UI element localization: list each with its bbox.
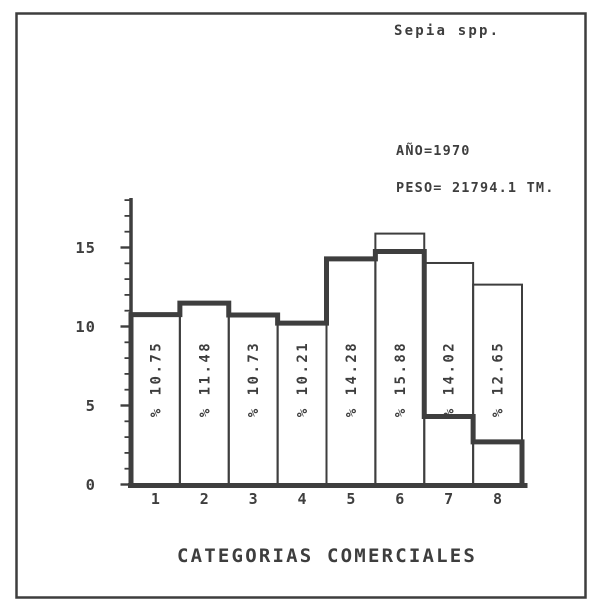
x-tick-label: 4 [298,490,307,508]
bar-percent-label: % 14.28 [344,341,360,418]
x-tick-label: 5 [346,490,355,508]
x-tick-label: 2 [200,490,209,508]
step-line [128,248,525,487]
year-annotation: AÑO=1970 [396,143,471,159]
bar-percent-label: % 10.21 [295,341,311,418]
y-tick-label: 15 [75,239,96,257]
bar-percent-label: % 15.88 [393,341,409,418]
y-tick-label: 10 [75,318,96,336]
y-tick-label: 0 [86,476,96,494]
bar-percent-label: % 10.73 [246,341,262,418]
x-tick-label: 8 [493,490,502,508]
bar-percent-label: % 14.02 [442,341,458,418]
bar-percent-label: % 10.75 [148,341,164,418]
y-tick-label: 5 [86,397,96,415]
chart-frame [15,12,587,599]
weight-annotation: PESO= 21794.1 TM. [396,180,555,196]
x-tick-label: 3 [249,490,258,508]
bar-percent-label: % 12.65 [491,341,507,418]
species-title: Sepia spp. [394,23,501,39]
x-axis-title: CATEGORIAS COMERCIALES [177,545,478,567]
x-tick-label: 7 [444,490,453,508]
x-tick-label: 1 [151,490,160,508]
x-tick-label: 6 [395,490,404,508]
bar-percent-label: % 11.48 [197,341,213,418]
